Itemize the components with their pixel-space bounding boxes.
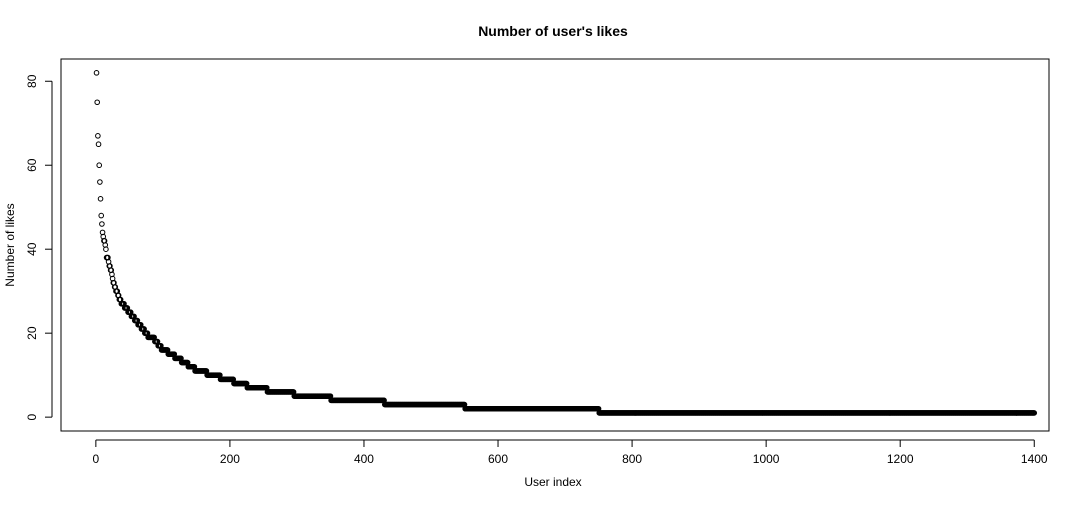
plot-area-frame [60,58,1050,432]
y-axis-label: Number of likes [3,203,17,286]
y-axis: 0 20 40 60 80 [25,74,53,420]
data-point [96,162,103,169]
data-points [93,70,1038,416]
y-tick-label: 0 [25,413,39,420]
data-point [1031,410,1038,416]
x-tick-label: 1000 [753,452,780,466]
data-point [93,70,100,76]
data-point [94,99,100,106]
x-tick-label: 600 [488,452,508,466]
data-point [97,196,104,202]
data-point [97,179,103,185]
data-point [98,212,105,219]
data-point [99,221,105,227]
y-tick-label: 20 [25,326,39,340]
x-axis-label: User index [524,475,581,489]
x-tick-label: 1400 [1021,452,1048,466]
chart-title: Number of user's likes [478,23,628,39]
x-tick-label: 1200 [887,452,914,466]
y-tick-label: 40 [25,242,39,256]
x-axis: 0 200 400 600 800 1000 1200 1400 [93,439,1048,466]
x-tick-label: 800 [622,452,642,466]
y-tick-label: 60 [25,158,39,172]
data-point [95,133,101,139]
x-tick-label: 200 [220,452,240,466]
y-tick-label: 80 [25,74,39,88]
x-tick-label: 400 [354,452,374,466]
data-point [95,141,102,148]
data-point [103,246,109,252]
x-tick-label: 0 [93,452,100,466]
